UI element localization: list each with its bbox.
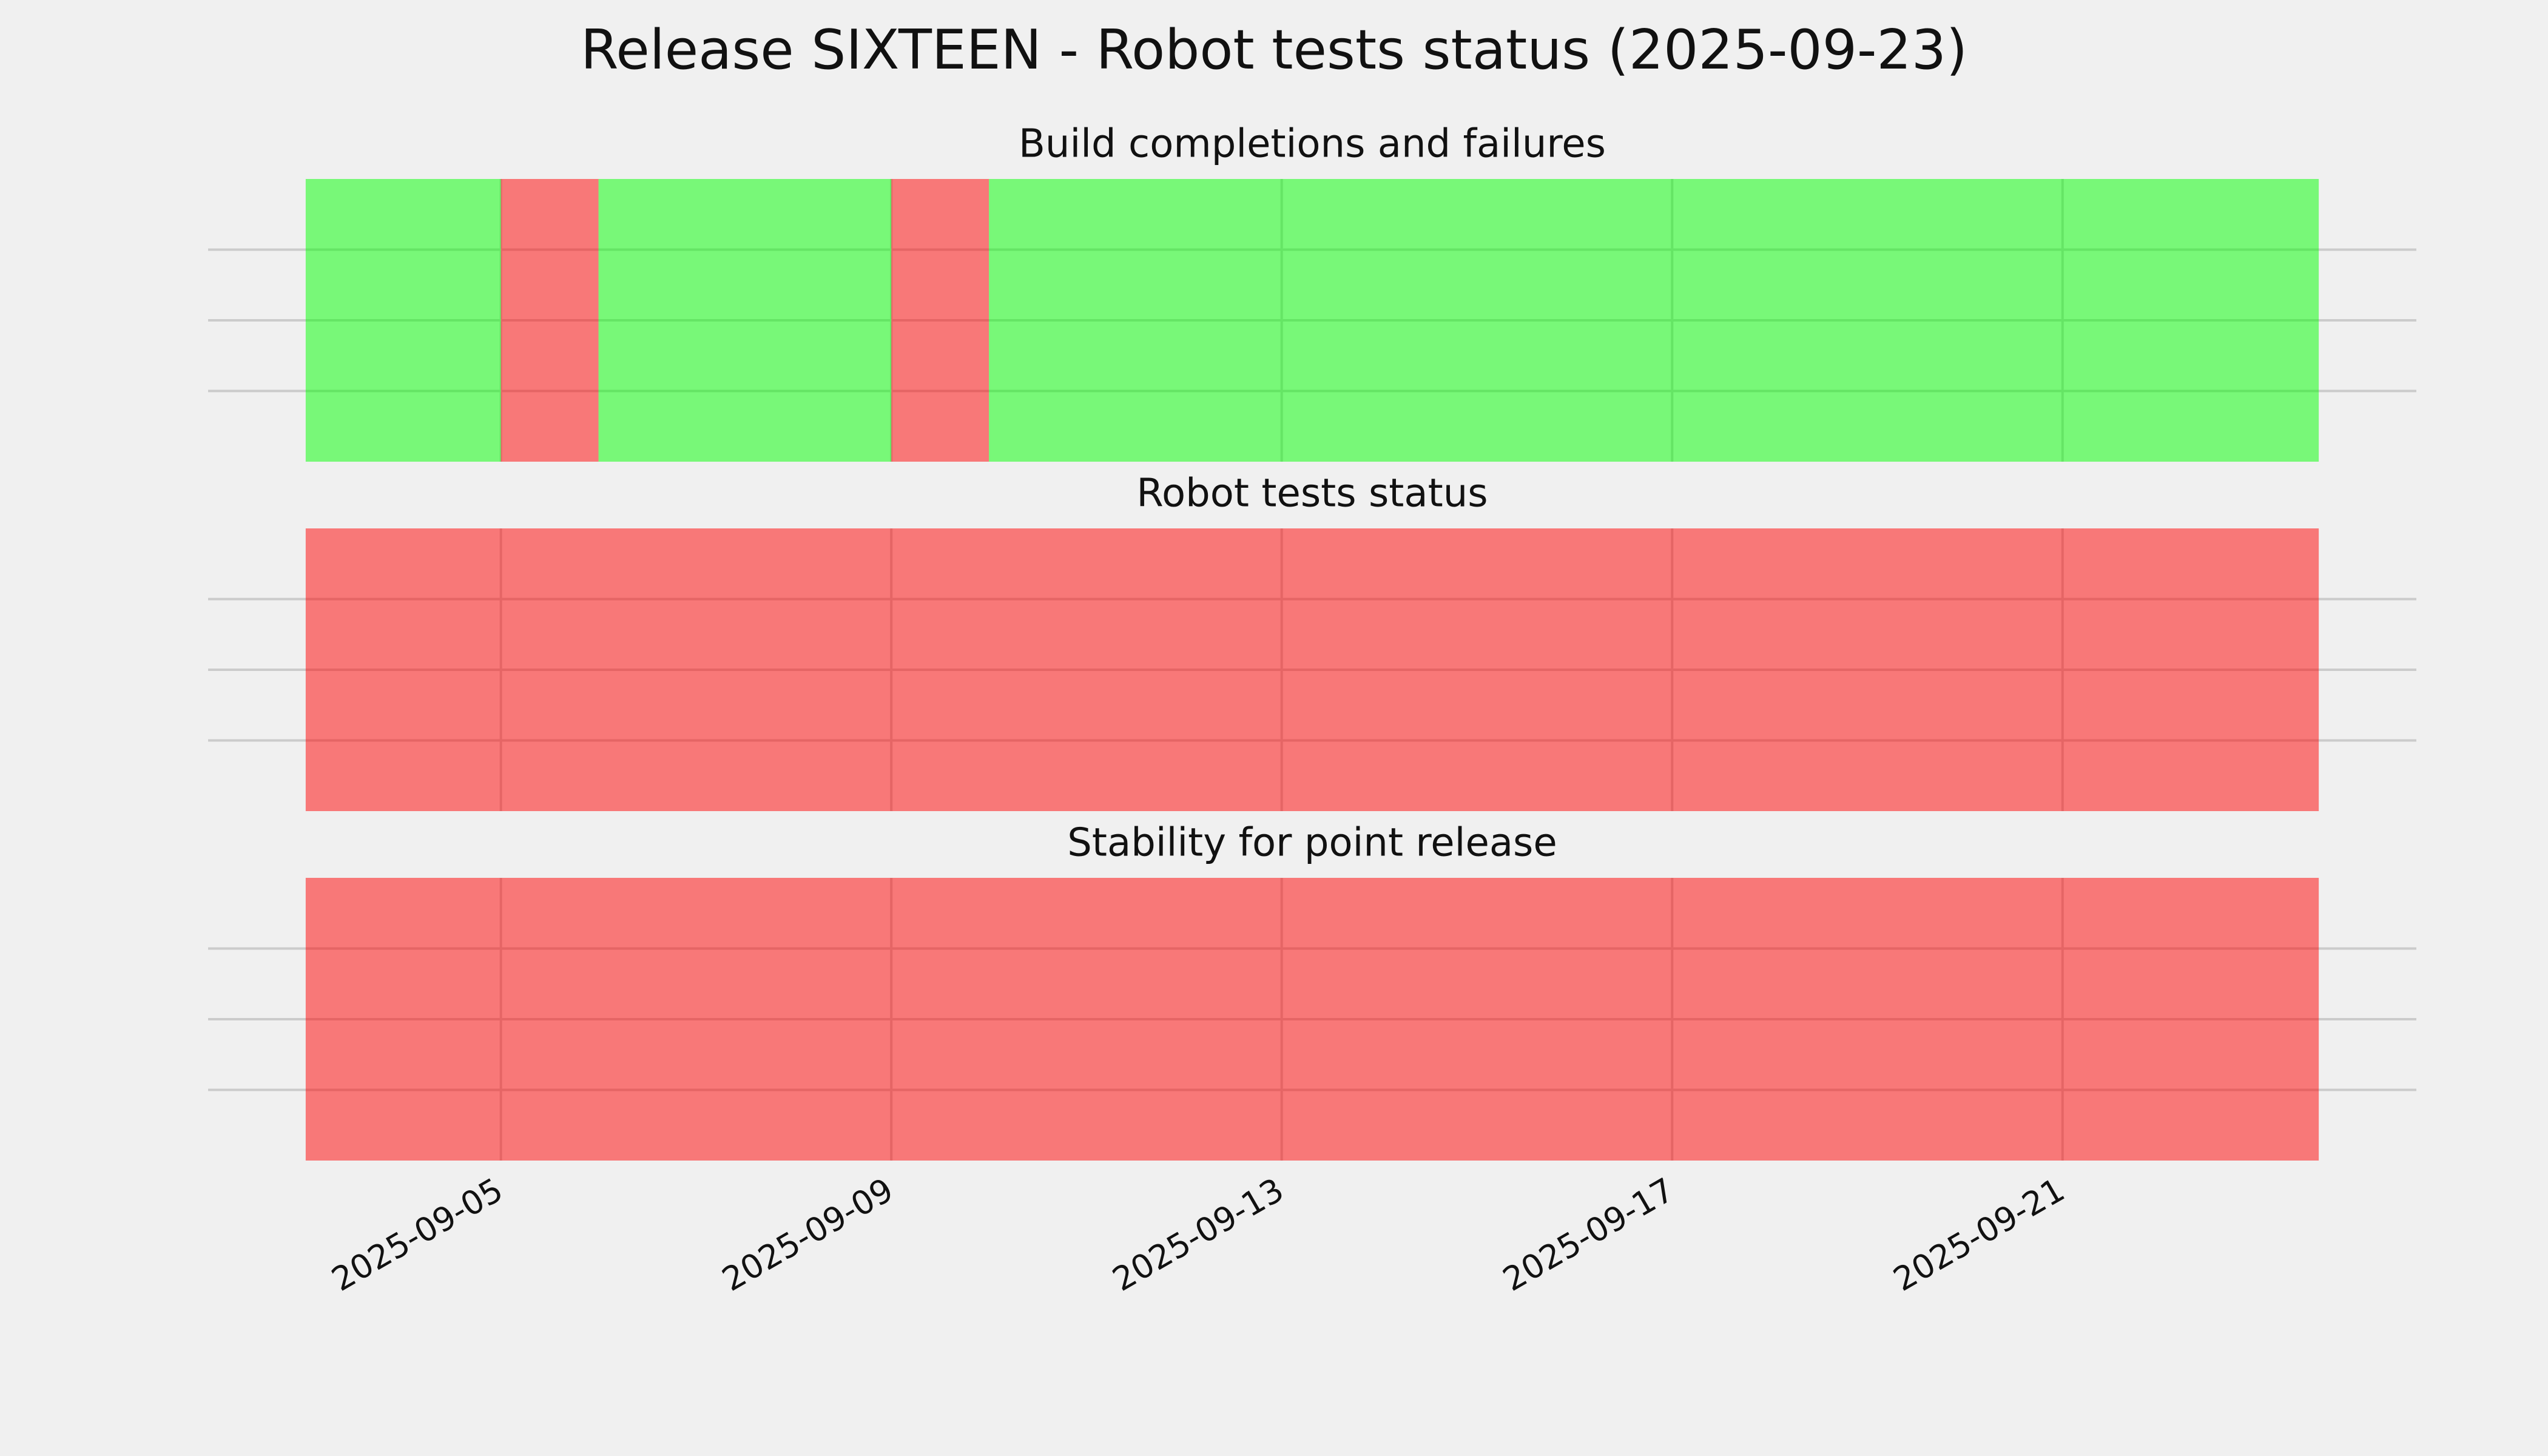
status-span — [891, 179, 989, 462]
x-tick-label: 2025-09-13 — [1106, 1170, 1290, 1298]
panel-title: Build completions and failures — [1019, 122, 1606, 167]
status-span — [598, 179, 892, 462]
status-span — [500, 179, 599, 462]
x-tick-label: 2025-09-05 — [325, 1170, 509, 1298]
x-tick-label: 2025-09-17 — [1497, 1170, 1680, 1298]
panel-title: Robot tests status — [1136, 471, 1488, 516]
x-tick-label: 2025-09-09 — [716, 1170, 900, 1298]
x-tick-label: 2025-09-21 — [1887, 1170, 2071, 1298]
status-span — [305, 878, 2319, 1161]
status-span — [305, 179, 501, 462]
status-span — [989, 179, 2319, 462]
chart-title: Release SIXTEEN - Robot tests status (20… — [581, 18, 1967, 82]
status-span — [305, 528, 2319, 811]
panel-title: Stability for point release — [1067, 821, 1557, 866]
